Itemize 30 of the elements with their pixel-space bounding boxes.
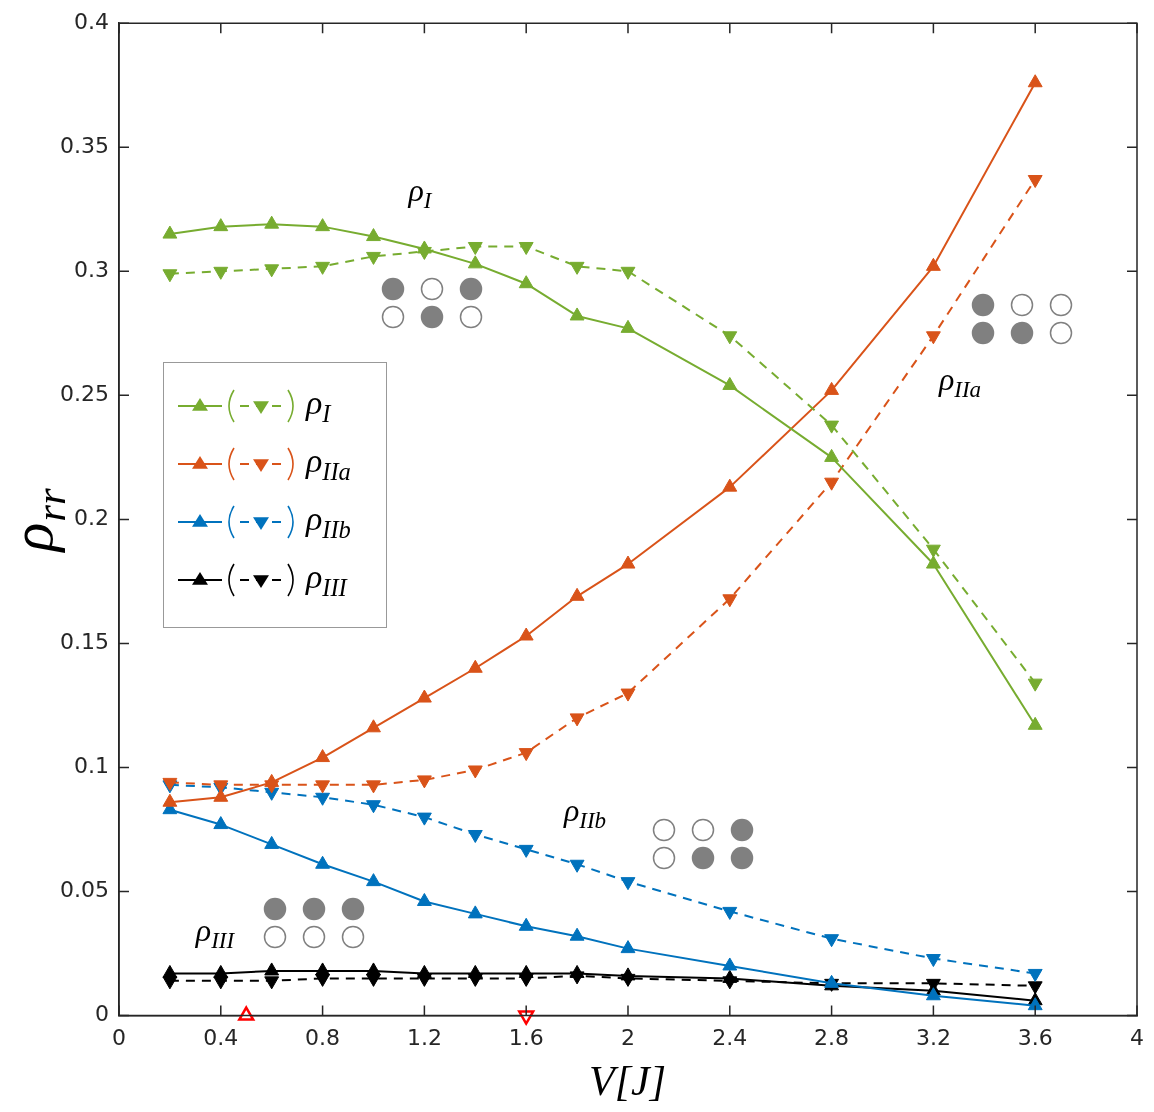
x-tick-label: 3.6 bbox=[1017, 1024, 1053, 1050]
y-tick-label: 0.05 bbox=[60, 877, 109, 903]
y-tick-label: 0.3 bbox=[73, 257, 109, 283]
y-axis-title: ρrr bbox=[0, 488, 75, 554]
x-tick-label: 3.2 bbox=[915, 1024, 951, 1050]
x-tick-label: 1.6 bbox=[508, 1024, 544, 1050]
y-tick-label: 0 bbox=[94, 1001, 109, 1027]
x-tick-label: 2.8 bbox=[814, 1024, 850, 1050]
legend-label: ρ$_{IIa}$ bbox=[306, 442, 351, 486]
annotation: ρ$_{IIa}$ bbox=[938, 360, 982, 404]
x-tick-label: 2 bbox=[620, 1024, 635, 1050]
legend-label: ρ$_{IIb}$ bbox=[306, 500, 351, 544]
annotation: ρ$_{III}$ bbox=[195, 911, 235, 955]
x-tick-label: 1.2 bbox=[406, 1024, 442, 1050]
legend-label: ρ$_{I}$ bbox=[306, 384, 331, 428]
x-tick-label: 2.4 bbox=[712, 1024, 748, 1050]
x-tick-label: 0.8 bbox=[305, 1024, 341, 1050]
y-tick-label: 0.1 bbox=[73, 753, 109, 779]
annotation: ρ$_{IIb}$ bbox=[563, 791, 607, 835]
x-axis-title: V[J] bbox=[589, 1058, 666, 1105]
y-tick-label: 0.25 bbox=[60, 381, 109, 407]
x-tick-label: 0 bbox=[111, 1024, 126, 1050]
y-tick-label: 0.4 bbox=[73, 8, 109, 34]
legend-label: ρ$_{III}$ bbox=[306, 558, 347, 602]
y-tick-label: 0.35 bbox=[60, 132, 109, 158]
y-tick-label: 0.15 bbox=[60, 629, 109, 655]
x-tick-label: 0.4 bbox=[203, 1024, 239, 1050]
x-tick-label: 4 bbox=[1130, 1024, 1144, 1050]
annotation: ρ$_{I}$ bbox=[408, 171, 432, 215]
y-tick-label: 0.2 bbox=[73, 505, 109, 531]
